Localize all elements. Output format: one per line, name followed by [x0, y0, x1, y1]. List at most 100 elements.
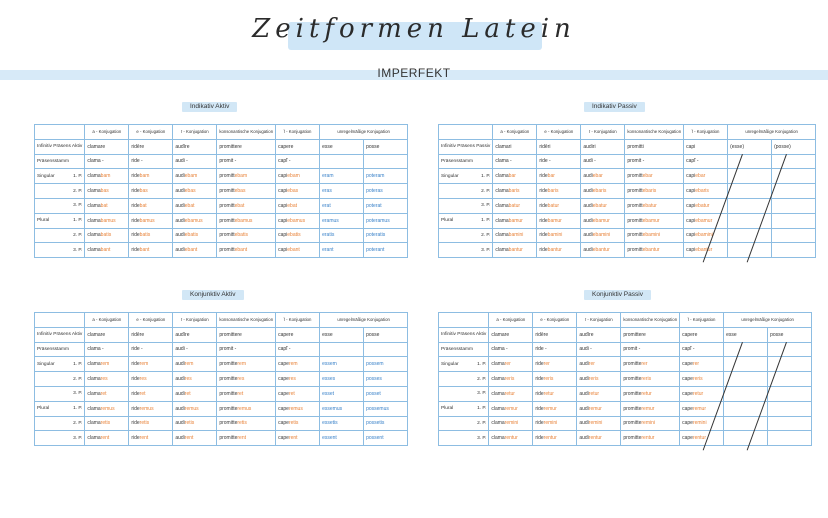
form-ending: possemus: [366, 405, 389, 412]
column-header: e - Konjugation: [128, 124, 174, 140]
form-cell: essem: [319, 356, 365, 373]
column-header: konsonantische Konjugation: [216, 124, 277, 140]
form-stem: ride: [535, 420, 544, 427]
stamm-row: Präsensstamm clama - ride - audi - promit -c…: [33, 341, 409, 358]
person-label: Singular 1. P.: [437, 168, 494, 185]
person-number: 1. P.: [73, 218, 83, 224]
form-cell: audiebas: [172, 183, 218, 199]
form-stem: ride: [539, 232, 548, 239]
form-ending: eras: [322, 188, 332, 195]
form-cell: audiremus: [172, 400, 218, 417]
form-ending: remur: [588, 405, 602, 412]
form-ending: rent: [237, 435, 247, 442]
form-stem: audi: [579, 390, 589, 397]
form-cell: rideremini: [532, 415, 578, 432]
form-ending: posses: [366, 376, 382, 383]
form-cell: audiebamur: [580, 212, 626, 229]
form-ending: bam: [139, 173, 150, 180]
form-row: Singular 1. P. clamarer riderer audirer promi…: [437, 356, 813, 373]
infinitiv-cell: promittere: [216, 138, 277, 155]
form-cell: audiebamini: [580, 227, 626, 244]
form-cell: ridebamus: [128, 212, 174, 229]
form-cell: clamabam: [84, 168, 130, 185]
form-ending: remini: [641, 420, 656, 427]
form-stem: clama: [491, 376, 505, 383]
form-ending: batur: [547, 202, 560, 209]
person-number: 3. P.: [73, 247, 83, 253]
form-stem: ride: [131, 217, 140, 224]
form-cell: audiretis: [172, 415, 218, 432]
form-ending: remur: [641, 405, 655, 412]
form-cell: ridebatur: [536, 197, 582, 214]
form-stem: cape: [682, 390, 693, 397]
stamm-cell: [771, 153, 817, 170]
infinitiv-cell: promittere: [216, 326, 277, 343]
form-row: Singular 1. P. clamabam ridebam audiebam prom…: [33, 168, 409, 185]
form-ending: rem: [100, 361, 110, 368]
form-cell: audiretur: [576, 385, 622, 402]
form-ending: ebar: [642, 173, 653, 180]
column-header: ĭ - Konjugation: [683, 124, 729, 140]
row-label: Infinitiv Präsens Passiv: [437, 138, 494, 155]
form-cell: possem: [363, 356, 409, 373]
form-ending: reris: [543, 376, 554, 383]
column-header: unregelmäßige Konjugation: [319, 312, 409, 328]
column-header: ī - Konjugation: [576, 312, 622, 328]
form-ending: ebantur: [592, 247, 610, 254]
person-number: 2. P.: [73, 420, 83, 426]
form-stem: ride: [131, 420, 140, 427]
form-stem: capi: [686, 232, 696, 239]
form-stem: promitte: [623, 420, 642, 427]
form-row: Plural 1. P. clamabamus ridebamus audiebamus…: [33, 212, 409, 229]
person-label: 2. P.: [437, 415, 490, 432]
form-ending: res: [184, 376, 192, 383]
form-cell: caperentur: [679, 430, 725, 447]
infinitiv-cell: esse: [319, 138, 365, 155]
form-cell: caperer: [679, 356, 725, 373]
form-stem: promitte: [623, 390, 642, 397]
person-number: 3. P.: [73, 391, 83, 397]
form-stem: clama: [495, 217, 509, 224]
stamm-row: Präsensstamm clama - ride - audi - promit -c…: [437, 341, 813, 358]
column-header: ĭ - Konjugation: [275, 312, 321, 328]
form-cell: [723, 356, 769, 373]
conjugation-table: a - Konjugation e - Konjugation ī - Konjug…: [437, 312, 813, 447]
stamm-cell: promit -: [216, 153, 277, 170]
form-cell: [771, 242, 817, 259]
form-cell: promittebat: [216, 197, 277, 214]
form-stem: audi: [175, 435, 185, 442]
form-cell: audirem: [172, 356, 218, 373]
form-ending: ebaris: [642, 188, 657, 195]
form-stem: clama: [491, 420, 505, 427]
form-stem: capi: [686, 217, 696, 224]
form-cell: audiret: [172, 385, 218, 402]
form-ending: retur: [588, 390, 600, 397]
form-cell: riderentur: [532, 430, 578, 447]
form-cell: caperes: [275, 371, 321, 387]
form-stem: cape: [682, 420, 693, 427]
form-cell: [767, 415, 813, 432]
form-stem: audi: [175, 173, 185, 180]
form-cell: promitteretis: [216, 415, 277, 432]
person-number: 1. P.: [477, 361, 487, 367]
form-cell: promittebamini: [624, 227, 685, 244]
form-ending: batis: [100, 232, 112, 239]
form-ending: essemus: [322, 405, 343, 412]
form-cell: riderem: [128, 356, 174, 373]
form-cell: essent: [319, 430, 365, 447]
stamm-cell: clama -: [84, 153, 130, 170]
form-ending: ebantur: [695, 247, 713, 254]
form-stem: capi: [686, 202, 696, 209]
form-ending: rer: [692, 361, 700, 368]
form-stem: promitt: [627, 247, 643, 254]
form-ending: remini: [504, 420, 519, 427]
stamm-cell: clama -: [492, 153, 538, 170]
form-stem: ride: [131, 188, 140, 195]
number-label: Plural: [441, 218, 454, 224]
infinitiv-row: Infinitiv Präsens Aktiv clamare ridēre audī…: [33, 138, 409, 155]
form-cell: ridebaris: [536, 183, 582, 199]
person-number: 1. P.: [477, 406, 487, 412]
form-cell: audiebatur: [580, 197, 626, 214]
form-cell: capiebaris: [683, 183, 729, 199]
form-stem: audi: [579, 405, 589, 412]
